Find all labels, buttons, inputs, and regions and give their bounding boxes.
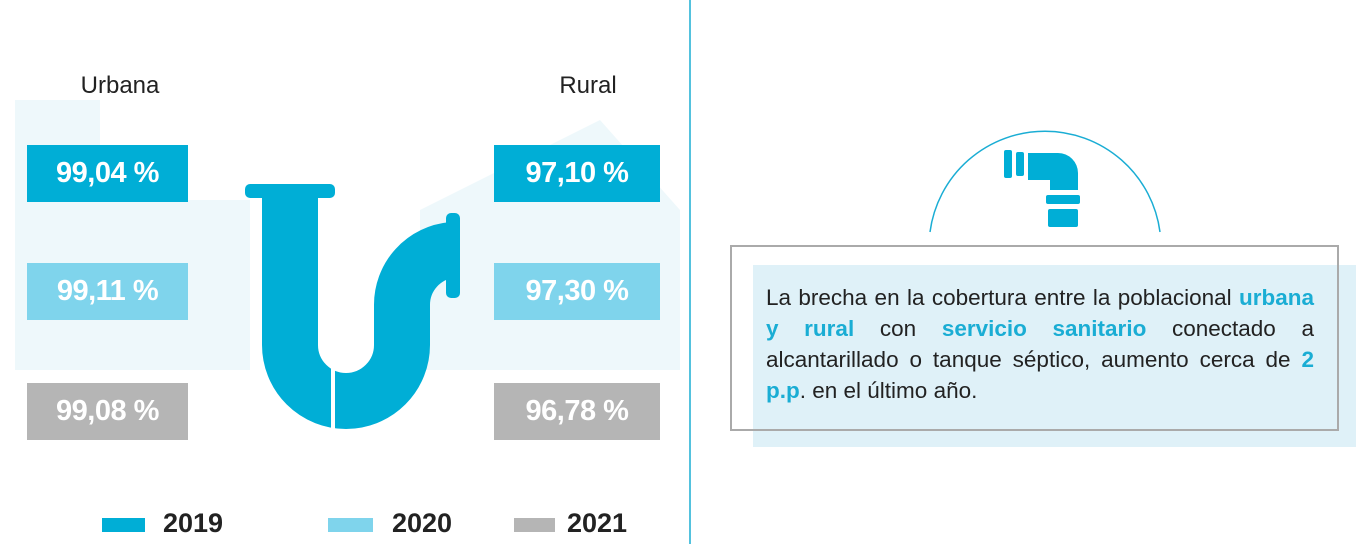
group-label: Rural [559, 72, 616, 100]
value-box: 97,30 % [494, 263, 660, 320]
value-box: 96,78 % [494, 383, 660, 440]
arc [930, 131, 1160, 232]
legend-swatch [328, 518, 373, 532]
building-bg [15, 100, 680, 370]
note-text: La brecha en la cobertura entre la pobla… [766, 282, 1314, 406]
value-box: 99,04 % [27, 145, 188, 202]
page: {"groups": [ {"label": "Urbana", "values… [0, 0, 1356, 544]
pipe-icon [1004, 150, 1080, 227]
note-segment: La brecha en la cobertura entre la pobla… [766, 285, 1239, 310]
value-box: 99,08 % [27, 383, 188, 440]
legend-label: 2020 [392, 508, 452, 539]
value-box: 97,10 % [494, 145, 660, 202]
value-box: 99,11 % [27, 263, 188, 320]
legend-swatch [514, 518, 555, 532]
legend-label: 2021 [567, 508, 627, 539]
decor [0, 0, 1356, 544]
legend-swatch [102, 518, 145, 532]
note-emphasis: servicio sanitario [942, 316, 1147, 341]
group-label: Urbana [81, 72, 160, 100]
legend-label: 2019 [163, 508, 223, 539]
note-segment: con [854, 316, 942, 341]
note-segment: . en el último año. [800, 378, 978, 403]
